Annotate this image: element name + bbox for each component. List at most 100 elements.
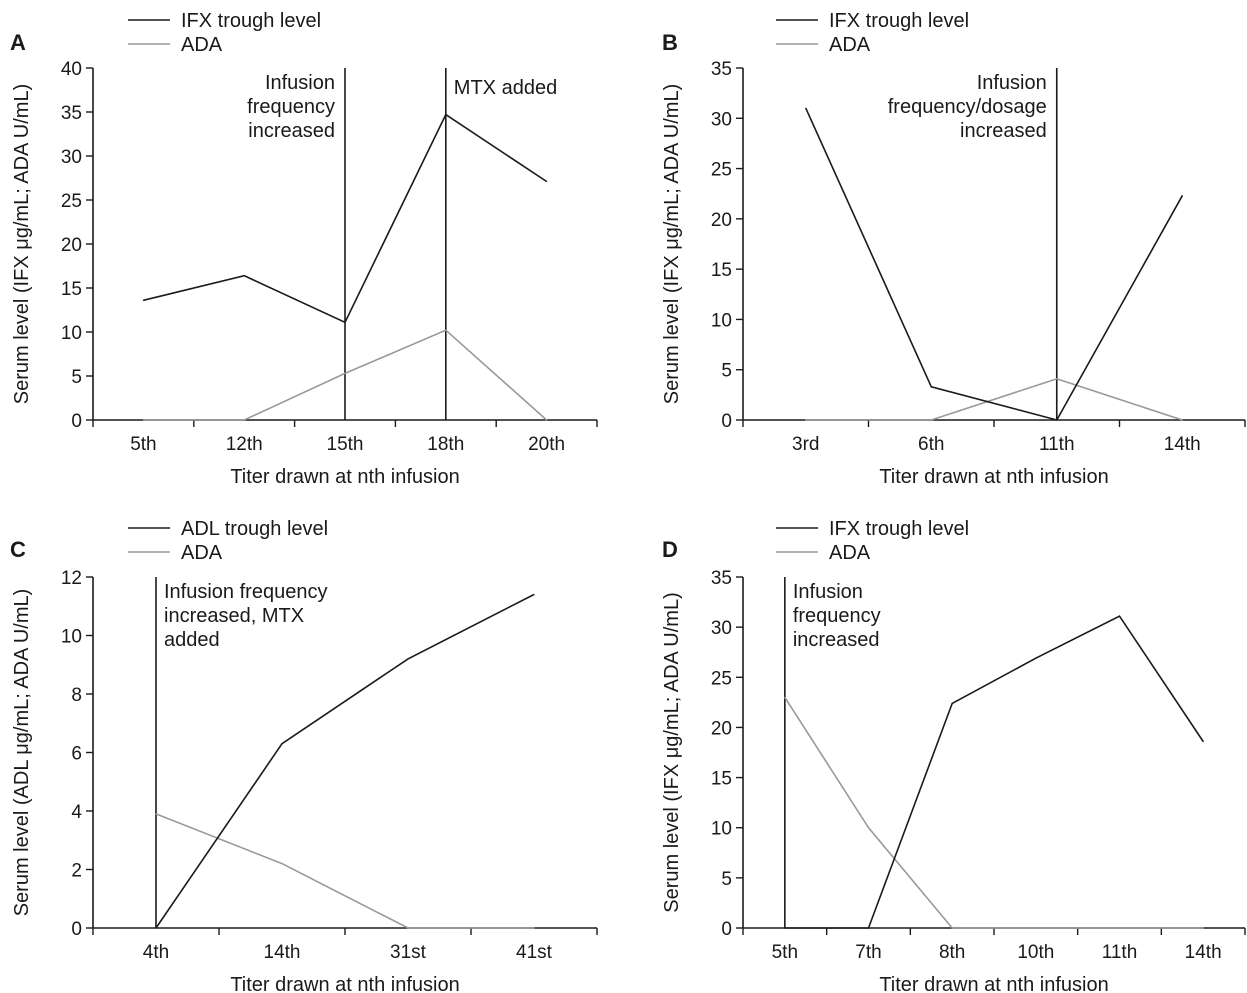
- x-tick-label: 3rd: [792, 434, 819, 455]
- x-tick-label: 18th: [427, 434, 464, 455]
- data-point: [867, 927, 870, 929]
- legend-label: IFX trough level: [181, 10, 321, 32]
- data-point: [1035, 927, 1037, 929]
- event-annotation: increased: [248, 120, 335, 142]
- y-tick-label: 0: [721, 411, 732, 432]
- data-point: [344, 372, 346, 374]
- y-tick-label: 25: [711, 160, 732, 181]
- series-line-ada: [155, 813, 534, 929]
- event-annotation: increased: [793, 629, 880, 651]
- event-annotation: MTX added: [454, 77, 557, 99]
- data-point: [1118, 615, 1121, 617]
- event-annotation: increased, MTX: [164, 605, 304, 627]
- y-tick-label: 15: [711, 769, 732, 790]
- event-annotation: added: [164, 629, 220, 651]
- y-tick-label: 6: [71, 744, 82, 765]
- data-point: [1035, 657, 1037, 659]
- legend-label: ADA: [829, 34, 871, 56]
- y-tick-label: 5: [71, 367, 82, 388]
- data-point: [951, 702, 953, 704]
- x-tick-label: 41st: [516, 942, 553, 963]
- y-tick-label: 20: [61, 235, 82, 256]
- data-point: [281, 743, 283, 745]
- data-point: [142, 299, 144, 301]
- data-point: [344, 321, 346, 323]
- data-point: [1181, 419, 1183, 421]
- event-annotation: Infusion: [793, 581, 863, 603]
- y-tick-label: 0: [71, 919, 82, 940]
- data-point: [805, 419, 807, 421]
- series-line-trough: [805, 107, 1183, 421]
- x-tick-label: 20th: [528, 434, 565, 455]
- x-tick-label: 6th: [918, 434, 944, 455]
- x-tick-label: 8th: [939, 942, 965, 963]
- panel-letter: B: [662, 30, 678, 55]
- data-point: [407, 658, 409, 660]
- y-tick-label: 8: [71, 685, 82, 706]
- legend-label: ADA: [181, 34, 223, 56]
- y-tick-label: 0: [71, 411, 82, 432]
- data-point: [1118, 927, 1121, 929]
- data-point: [142, 419, 144, 421]
- x-tick-label: 15th: [327, 434, 364, 455]
- legend-label: IFX trough level: [829, 518, 969, 540]
- panel-letter: A: [10, 30, 26, 55]
- y-tick-label: 30: [61, 147, 82, 168]
- data-point: [546, 419, 548, 421]
- legend-label: ADL trough level: [181, 518, 328, 540]
- series-line-ada: [805, 377, 1183, 421]
- x-tick-label: 14th: [264, 942, 301, 963]
- y-tick-label: 0: [721, 919, 732, 940]
- y-tick-label: 12: [61, 568, 82, 589]
- data-point: [407, 927, 409, 929]
- data-point: [445, 114, 447, 116]
- legend-label: ADA: [181, 542, 223, 564]
- series-line-ada: [784, 696, 1204, 929]
- event-annotation: Infusion: [265, 72, 335, 94]
- x-tick-label: 11th: [1102, 942, 1138, 963]
- y-tick-label: 5: [721, 869, 732, 890]
- data-point: [243, 419, 245, 421]
- y-axis-title: Serum level (IFX μg/mL; ADA U/mL): [11, 84, 33, 405]
- series-line-trough: [155, 593, 535, 929]
- y-tick-label: 30: [711, 109, 732, 130]
- y-tick-label: 5: [721, 361, 732, 382]
- data-point: [533, 927, 535, 929]
- y-tick-label: 35: [711, 568, 732, 589]
- y-tick-label: 10: [61, 323, 82, 344]
- x-tick-label: 14th: [1164, 434, 1201, 455]
- panel-d: D 0 5 10 15 20 25 30 35 5th 7th 8th 10th 11th 14th Tite…: [661, 518, 1246, 993]
- x-tick-label: 11th: [1039, 434, 1075, 455]
- data-point: [784, 927, 786, 929]
- data-point: [867, 827, 870, 829]
- event-annotation: Infusion frequency: [164, 581, 327, 603]
- y-tick-label: 4: [71, 802, 82, 823]
- y-tick-label: 35: [711, 59, 732, 80]
- y-tick-label: 10: [61, 627, 82, 648]
- y-tick-label: 40: [61, 59, 82, 80]
- data-point: [805, 107, 807, 109]
- y-tick-label: 2: [71, 861, 82, 882]
- data-point: [1181, 195, 1183, 197]
- y-axis-title: Serum level (IFX μg/mL; ADA U/mL): [661, 592, 683, 913]
- data-point: [1056, 419, 1058, 421]
- y-axis-title: Serum level (IFX μg/mL; ADA U/mL): [661, 84, 683, 405]
- x-tick-label: 31st: [390, 942, 427, 963]
- data-point: [784, 696, 786, 698]
- x-tick-label: 5th: [772, 942, 798, 963]
- panel-letter: D: [662, 537, 678, 562]
- x-tick-label: 5th: [130, 434, 156, 455]
- legend-label: ADA: [829, 542, 871, 564]
- data-point: [930, 386, 932, 388]
- data-point: [445, 329, 447, 331]
- data-point: [930, 419, 932, 421]
- y-tick-label: 30: [711, 618, 732, 639]
- data-point: [1202, 927, 1204, 929]
- x-axis-title: Titer drawn at nth infusion: [879, 466, 1108, 488]
- data-point: [1056, 378, 1058, 380]
- x-axis-title: Titer drawn at nth infusion: [230, 466, 459, 488]
- legend-label: IFX trough level: [829, 10, 969, 32]
- event-annotation: frequency: [793, 605, 881, 627]
- data-point: [533, 593, 535, 596]
